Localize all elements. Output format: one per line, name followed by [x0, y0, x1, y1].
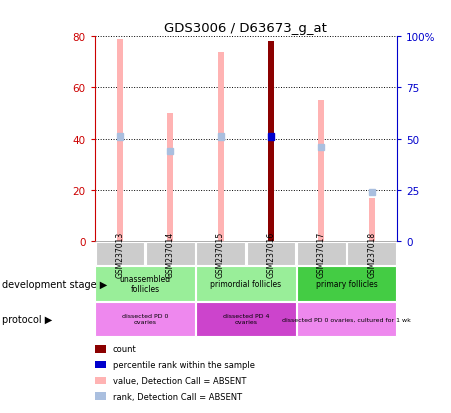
- Bar: [318, 145, 324, 151]
- Bar: [167, 114, 173, 242]
- Bar: [217, 52, 224, 242]
- Text: protocol ▶: protocol ▶: [2, 314, 52, 324]
- Bar: [167, 148, 173, 155]
- Text: GSM237013: GSM237013: [115, 231, 124, 277]
- Bar: [368, 198, 375, 242]
- Text: dissected PD 0 ovaries, cultured for 1 wk: dissected PD 0 ovaries, cultured for 1 w…: [282, 316, 411, 322]
- Text: GSM237016: GSM237016: [267, 231, 276, 277]
- Text: GSM237014: GSM237014: [166, 231, 175, 277]
- Bar: [117, 134, 123, 140]
- Title: GDS3006 / D63673_g_at: GDS3006 / D63673_g_at: [164, 21, 327, 35]
- Text: primary follicles: primary follicles: [316, 280, 377, 288]
- Text: GSM237017: GSM237017: [317, 231, 326, 277]
- Bar: [368, 189, 375, 196]
- Text: dissected PD 0
ovaries: dissected PD 0 ovaries: [122, 313, 168, 325]
- Text: unassembled
follicles: unassembled follicles: [120, 274, 170, 294]
- Bar: [268, 42, 274, 242]
- Bar: [318, 101, 324, 242]
- Text: primordial follicles: primordial follicles: [210, 280, 281, 288]
- Text: dissected PD 4
ovaries: dissected PD 4 ovaries: [222, 313, 269, 325]
- Text: rank, Detection Call = ABSENT: rank, Detection Call = ABSENT: [113, 392, 242, 401]
- Text: count: count: [113, 344, 137, 354]
- Text: GSM237018: GSM237018: [367, 231, 376, 277]
- Bar: [117, 40, 123, 242]
- Text: GSM237015: GSM237015: [216, 231, 225, 277]
- Text: value, Detection Call = ABSENT: value, Detection Call = ABSENT: [113, 376, 246, 385]
- Bar: [268, 134, 274, 140]
- Text: development stage ▶: development stage ▶: [2, 279, 107, 289]
- Text: percentile rank within the sample: percentile rank within the sample: [113, 360, 255, 369]
- Bar: [217, 134, 224, 140]
